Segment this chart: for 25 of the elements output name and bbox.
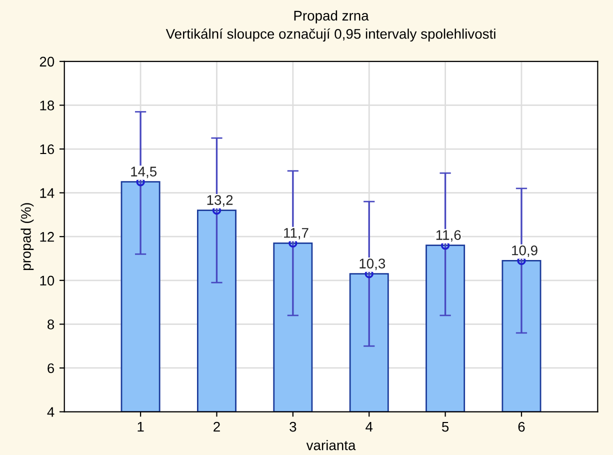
data-label: 10,3 [360, 258, 386, 270]
y-tick-label: 10 [40, 276, 54, 286]
x-tick-label: 6 [518, 422, 525, 432]
y-tick-label: 20 [40, 56, 54, 67]
data-label: 13,2 [207, 195, 233, 207]
data-label: 14,5 [131, 166, 157, 178]
y-tick-label: 16 [40, 144, 54, 154]
chart-subtitle: Vertikální sloupce označují 0,95 intervaly spolehlivosti [166, 28, 496, 42]
y-tick-label: 12 [40, 232, 54, 242]
y-tick-label: 4 [47, 407, 54, 417]
x-tick-label: 1 [138, 422, 144, 432]
y-tick-label: 14 [40, 188, 54, 198]
x-tick-label: 4 [366, 422, 373, 432]
y-tick-label: 6 [48, 363, 54, 374]
y-tick-label: 8 [48, 320, 54, 330]
data-label: 11,7 [284, 228, 308, 240]
chart-title: Propad zrna [294, 10, 369, 24]
x-tick-label: 2 [214, 422, 220, 432]
x-tick-label: 5 [442, 422, 449, 432]
y-tick-label: 18 [40, 100, 54, 110]
x-axis-title: varianta [306, 440, 356, 450]
data-label: 11,6 [436, 230, 461, 242]
data-label: 10,9 [512, 245, 538, 257]
x-tick-label: 3 [290, 422, 296, 432]
y-axis-title: propad (%) [20, 203, 34, 270]
